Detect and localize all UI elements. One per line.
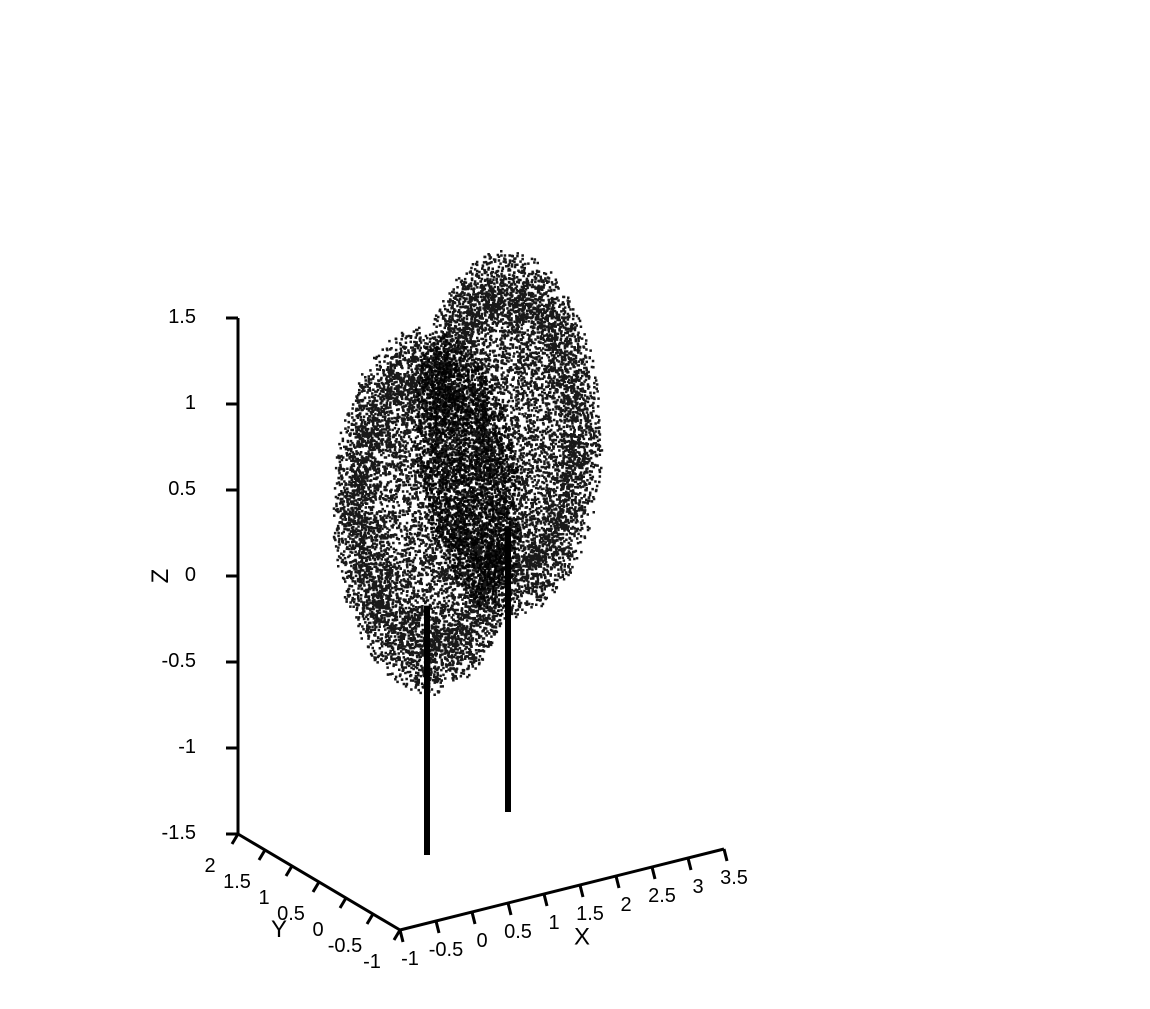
z-tick-label: 1 (185, 392, 196, 414)
z-axis-label: Z (147, 569, 174, 584)
z-tick-label: 0 (185, 564, 196, 586)
y-tick-label: -0.5 (328, 935, 362, 957)
x-tick-label: 1.5 (576, 903, 604, 925)
z-tick-label: -1.5 (162, 822, 196, 844)
z-tick-label: 0.5 (168, 478, 196, 500)
y-tick-label: 0 (312, 919, 323, 941)
x-axis-label: X (574, 924, 590, 951)
x-tick-label: 0.5 (504, 921, 532, 943)
x-tick-label: 3 (692, 876, 703, 898)
y-tick-label: -1 (363, 951, 381, 973)
x-tick-label: 0 (476, 930, 487, 952)
y-tick-label: 1 (258, 887, 269, 909)
x-tick-label: -0.5 (429, 939, 463, 961)
z-tick-label: -1 (178, 736, 196, 758)
y-tick-label: 2 (204, 855, 215, 877)
x-tick-label: 2 (620, 894, 631, 916)
x-tick-label: -1 (401, 948, 419, 970)
y-axis-label: Y (271, 916, 287, 943)
x-tick-label: 2.5 (648, 885, 676, 907)
scatter3d-chart: -1-0.500.511.522.533.5X-1-0.500.511.52Y-… (0, 0, 1150, 1009)
y-tick-label: 1.5 (223, 871, 251, 893)
x-tick-label: 3.5 (720, 867, 748, 889)
z-tick-label: 1.5 (168, 306, 196, 328)
x-tick-label: 1 (548, 912, 559, 934)
z-tick-label: -0.5 (162, 650, 196, 672)
